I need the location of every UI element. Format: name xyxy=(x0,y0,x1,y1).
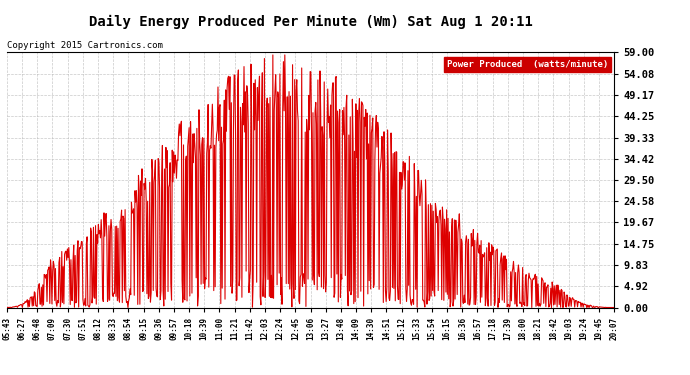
Text: Daily Energy Produced Per Minute (Wm) Sat Aug 1 20:11: Daily Energy Produced Per Minute (Wm) Sa… xyxy=(88,15,533,29)
Text: Copyright 2015 Cartronics.com: Copyright 2015 Cartronics.com xyxy=(7,41,163,50)
Text: Power Produced  (watts/minute): Power Produced (watts/minute) xyxy=(447,60,608,69)
